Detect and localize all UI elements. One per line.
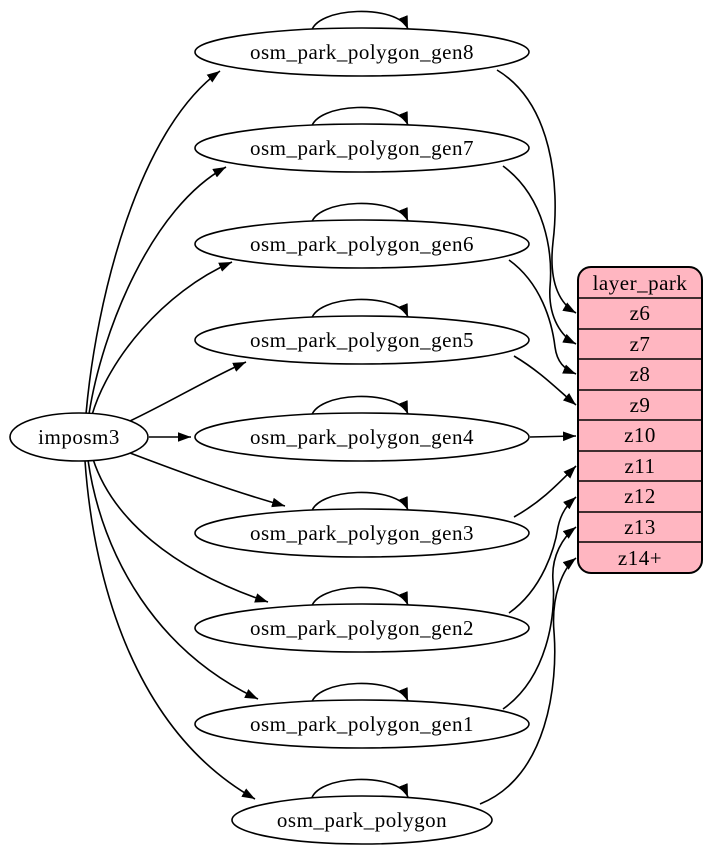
layer-park-row-z10: z10 bbox=[624, 423, 656, 447]
layer-park-header: layer_park bbox=[593, 271, 688, 295]
layer-park-row-z14: z14+ bbox=[618, 546, 662, 570]
node-ellipse bbox=[9, 412, 149, 462]
layer-park-row-z11: z11 bbox=[624, 454, 655, 478]
layer-park-table: layer_park z6 z7 z8 z9 z10 z11 z12 z13 z… bbox=[577, 266, 703, 574]
layer-park-row-z9: z9 bbox=[630, 393, 651, 417]
self-loop-gen7 bbox=[310, 106, 409, 130]
node-osm-park-polygon-gen7: osm_park_polygon_gen7 bbox=[194, 123, 530, 173]
edges bbox=[84, 10, 577, 805]
node-ellipse bbox=[194, 412, 530, 462]
node-ellipse bbox=[231, 795, 493, 845]
layer-park-row-z7: z7 bbox=[630, 332, 651, 356]
self-loop-gen2 bbox=[310, 586, 409, 610]
edge-gen5-z9 bbox=[513, 355, 577, 406]
node-label: osm_park_polygon_gen3 bbox=[250, 521, 474, 545]
self-loop-gen8 bbox=[310, 10, 409, 34]
node-label: osm_park_polygon_gen4 bbox=[250, 425, 474, 449]
node-label: osm_park_polygon_gen1 bbox=[250, 712, 474, 736]
edge-gen6-z8 bbox=[508, 259, 577, 375]
node-label: osm_park_polygon_gen2 bbox=[250, 616, 474, 640]
edge-gen4-z10 bbox=[529, 431, 577, 442]
self-loop-gen6 bbox=[310, 202, 409, 226]
node-label: osm_park_polygon_gen5 bbox=[250, 328, 474, 352]
node-ellipse bbox=[194, 123, 530, 173]
layer-park-row-z12: z12 bbox=[624, 484, 656, 508]
self-loop-gen4 bbox=[310, 395, 409, 419]
self-loop-gen1 bbox=[310, 682, 409, 706]
edge-gen1-z13 bbox=[502, 526, 577, 710]
edge-imposm3-gen7 bbox=[88, 166, 227, 415]
node-ellipse bbox=[194, 315, 530, 365]
node-ellipse bbox=[194, 27, 530, 77]
edge-gen8-z6 bbox=[496, 69, 577, 314]
edge-imposm3-gen8 bbox=[85, 70, 221, 415]
edge-imposm3-osm-park-polygon bbox=[84, 460, 256, 800]
edge-osm-park-polygon-z14 bbox=[479, 557, 577, 805]
node-label: osm_park_polygon_gen7 bbox=[250, 136, 474, 160]
self-loop-gen3 bbox=[310, 491, 409, 515]
self-loop-gen5 bbox=[310, 298, 409, 322]
node-label: osm_park_polygon_gen6 bbox=[250, 232, 474, 256]
edge-imposm3-gen2 bbox=[92, 458, 269, 603]
node-osm-park-polygon-gen6: osm_park_polygon_gen6 bbox=[194, 219, 530, 269]
layer-park-row-z13: z13 bbox=[624, 515, 656, 539]
edge-gen7-z7 bbox=[502, 165, 577, 345]
layer-park-row-z8: z8 bbox=[630, 362, 651, 386]
edge-gen3-z11 bbox=[513, 465, 577, 518]
node-label: osm_park_polygon_gen8 bbox=[250, 40, 474, 64]
node-ellipse bbox=[194, 219, 530, 269]
node-osm-park-polygon-gen2: osm_park_polygon_gen2 bbox=[194, 603, 530, 653]
edge-imposm3-gen1 bbox=[87, 459, 259, 700]
node-label: imposm3 bbox=[38, 425, 120, 449]
node-ellipse bbox=[194, 603, 530, 653]
node-osm-park-polygon-gen4: osm_park_polygon_gen4 bbox=[194, 412, 530, 462]
node-imposm3: imposm3 bbox=[9, 412, 149, 462]
edge-gen2-z12 bbox=[508, 496, 577, 614]
node-osm-park-polygon-gen1: osm_park_polygon_gen1 bbox=[194, 699, 530, 749]
edge-imposm3-gen6 bbox=[91, 261, 233, 416]
layer-park-row-z6: z6 bbox=[630, 301, 651, 325]
edge-imposm3-gen5 bbox=[129, 361, 247, 422]
node-osm-park-polygon-gen8: osm_park_polygon_gen8 bbox=[194, 27, 530, 77]
node-label: osm_park_polygon bbox=[277, 808, 447, 832]
node-osm-park-polygon-gen3: osm_park_polygon_gen3 bbox=[194, 508, 530, 558]
node-osm-park-polygon-gen5: osm_park_polygon_gen5 bbox=[194, 315, 530, 365]
self-loop-osm-park-polygon bbox=[310, 778, 409, 802]
edge-imposm3-gen3 bbox=[129, 452, 286, 508]
node-osm-park-polygon: osm_park_polygon bbox=[231, 795, 493, 845]
node-ellipse bbox=[194, 508, 530, 558]
node-ellipse bbox=[194, 699, 530, 749]
